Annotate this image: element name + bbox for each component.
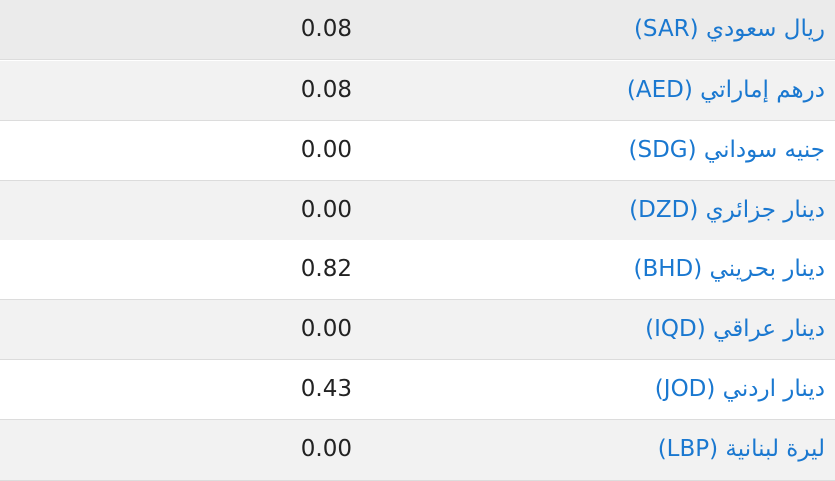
table-row: دينار بحريني (BHD) 0.82	[0, 240, 835, 300]
rate-value: 0.00	[300, 137, 352, 163]
table-row: دينار عراقي (IQD) 0.00	[0, 300, 835, 360]
rate-value: 0.00	[300, 316, 352, 342]
currency-link[interactable]: ليرة لبنانية (LBP)	[657, 436, 825, 462]
rate-value: 0.00	[300, 197, 352, 223]
table-row: درهم إماراتي (AED) 0.08	[0, 61, 835, 121]
table-row: جنيه سوداني (SDG) 0.00	[0, 121, 835, 181]
currency-link[interactable]: دينار جزائري (DZD)	[629, 197, 825, 223]
table-row: ليرة لبنانية (LBP) 0.00	[0, 420, 835, 481]
rate-value: 0.43	[300, 376, 352, 402]
currency-link[interactable]: جنيه سوداني (SDG)	[628, 137, 825, 163]
table-row: دينار اردني (JOD) 0.43	[0, 360, 835, 420]
rate-value: 0.82	[300, 256, 352, 282]
currency-link[interactable]: دينار اردني (JOD)	[654, 376, 825, 402]
currency-link[interactable]: ريال سعودي (SAR)	[633, 16, 825, 42]
rate-value: 0.08	[300, 77, 352, 103]
table-row: دينار جزائري (DZD) 0.00	[0, 181, 835, 241]
currency-link[interactable]: دينار بحريني (BHD)	[633, 256, 825, 282]
rate-value: 0.08	[300, 16, 352, 42]
currency-link[interactable]: درهم إماراتي (AED)	[626, 77, 825, 103]
rate-value: 0.00	[300, 436, 352, 462]
currency-link[interactable]: دينار عراقي (IQD)	[645, 316, 825, 342]
table-row: ريال سعودي (SAR) 0.08	[0, 0, 835, 60]
